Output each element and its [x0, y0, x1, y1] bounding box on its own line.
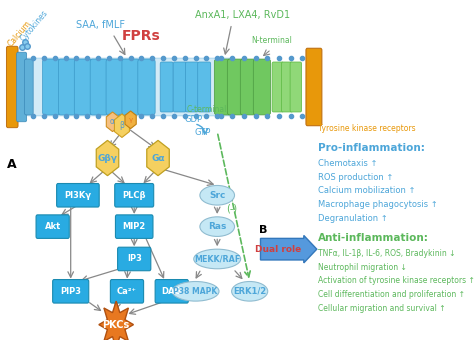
- Text: Neutrophil migration ↓: Neutrophil migration ↓: [318, 263, 407, 272]
- Text: IP3: IP3: [127, 254, 142, 264]
- Ellipse shape: [172, 282, 219, 301]
- Text: AnxA1, LXA4, RvD1: AnxA1, LXA4, RvD1: [195, 10, 290, 20]
- Polygon shape: [125, 111, 136, 129]
- Text: Degranulation ↑: Degranulation ↑: [318, 214, 388, 223]
- Text: GTP: GTP: [194, 129, 210, 137]
- FancyBboxPatch shape: [25, 59, 33, 115]
- Text: Cell differentiation and proliferation ↑: Cell differentiation and proliferation ↑: [318, 290, 465, 299]
- FancyBboxPatch shape: [122, 59, 139, 115]
- Text: N-terminal: N-terminal: [251, 36, 292, 45]
- Text: Src: Src: [209, 191, 226, 200]
- Text: DAG: DAG: [162, 287, 182, 296]
- Polygon shape: [96, 140, 119, 176]
- FancyBboxPatch shape: [56, 183, 99, 207]
- Text: α: α: [110, 117, 115, 126]
- Text: Gβγ: Gβγ: [98, 153, 118, 163]
- FancyBboxPatch shape: [17, 52, 27, 122]
- Text: PIP3: PIP3: [60, 287, 81, 296]
- Text: P38 MAPK: P38 MAPK: [173, 287, 218, 296]
- FancyBboxPatch shape: [253, 59, 271, 115]
- Text: Pro-inflammation:: Pro-inflammation:: [318, 143, 425, 153]
- Text: Gα: Gα: [151, 153, 165, 163]
- Text: Anti-inflammation:: Anti-inflammation:: [318, 233, 429, 243]
- FancyBboxPatch shape: [58, 59, 76, 115]
- FancyBboxPatch shape: [74, 59, 91, 115]
- FancyBboxPatch shape: [118, 247, 151, 271]
- FancyBboxPatch shape: [228, 59, 245, 115]
- Text: C-terminal: C-terminal: [186, 105, 227, 114]
- FancyBboxPatch shape: [306, 48, 322, 126]
- Text: MEKK/RAF: MEKK/RAF: [194, 254, 240, 264]
- FancyBboxPatch shape: [43, 59, 60, 115]
- Text: FPRs: FPRs: [122, 29, 161, 43]
- FancyBboxPatch shape: [138, 59, 155, 115]
- Text: β: β: [119, 121, 124, 130]
- Text: Akt: Akt: [45, 222, 61, 231]
- Text: PLCβ: PLCβ: [122, 191, 146, 200]
- Ellipse shape: [194, 249, 241, 269]
- FancyBboxPatch shape: [106, 59, 123, 115]
- Text: γ: γ: [128, 117, 133, 123]
- Text: (-): (-): [226, 204, 237, 214]
- Text: Ca²⁺: Ca²⁺: [117, 287, 137, 296]
- FancyBboxPatch shape: [27, 58, 232, 116]
- Text: Tyrosine kinase receptors: Tyrosine kinase receptors: [318, 124, 416, 133]
- Polygon shape: [114, 114, 129, 137]
- Polygon shape: [99, 301, 134, 341]
- Text: Calcium mobilization ↑: Calcium mobilization ↑: [318, 186, 416, 195]
- FancyBboxPatch shape: [173, 62, 186, 112]
- Text: Chemotaxis ↑: Chemotaxis ↑: [318, 159, 378, 168]
- FancyArrow shape: [261, 235, 317, 263]
- FancyBboxPatch shape: [36, 215, 69, 238]
- Text: Activation of tyrosine kinase receptors ↑: Activation of tyrosine kinase receptors …: [318, 277, 474, 285]
- Text: Cellular migration and survival ↑: Cellular migration and survival ↑: [318, 304, 446, 313]
- FancyBboxPatch shape: [198, 62, 211, 112]
- FancyBboxPatch shape: [53, 280, 89, 303]
- Text: B: B: [259, 224, 267, 235]
- Text: SAA, fMLF: SAA, fMLF: [76, 20, 125, 30]
- Text: A: A: [7, 158, 16, 171]
- Polygon shape: [147, 140, 169, 176]
- FancyBboxPatch shape: [240, 59, 258, 115]
- FancyBboxPatch shape: [116, 215, 153, 238]
- Ellipse shape: [200, 186, 235, 205]
- Text: Dual role: Dual role: [255, 245, 301, 254]
- FancyBboxPatch shape: [185, 62, 199, 112]
- Ellipse shape: [232, 282, 268, 301]
- Text: PKCs: PKCs: [102, 320, 130, 330]
- FancyBboxPatch shape: [115, 183, 154, 207]
- Text: MIP2: MIP2: [123, 222, 146, 231]
- FancyBboxPatch shape: [155, 280, 188, 303]
- Polygon shape: [106, 112, 119, 132]
- Text: TNFα, IL-1β, IL-6, ROS, Bradykinin ↓: TNFα, IL-1β, IL-6, ROS, Bradykinin ↓: [318, 249, 456, 258]
- FancyBboxPatch shape: [110, 280, 144, 303]
- Ellipse shape: [200, 217, 235, 236]
- Text: Calcium: Calcium: [7, 19, 33, 48]
- Text: PI3Kγ: PI3Kγ: [64, 191, 91, 200]
- Text: Cytokines: Cytokines: [19, 9, 50, 43]
- FancyBboxPatch shape: [160, 62, 173, 112]
- FancyBboxPatch shape: [214, 59, 232, 115]
- FancyBboxPatch shape: [90, 59, 108, 115]
- FancyBboxPatch shape: [272, 62, 283, 112]
- Text: ERK1/2: ERK1/2: [233, 287, 266, 296]
- FancyBboxPatch shape: [290, 62, 301, 112]
- FancyBboxPatch shape: [282, 62, 293, 112]
- Text: GDP: GDP: [185, 115, 203, 124]
- Text: Macrophage phagocytosis ↑: Macrophage phagocytosis ↑: [318, 200, 438, 209]
- FancyBboxPatch shape: [7, 46, 18, 128]
- Text: ROS production ↑: ROS production ↑: [318, 173, 393, 182]
- Text: Ras: Ras: [208, 222, 227, 231]
